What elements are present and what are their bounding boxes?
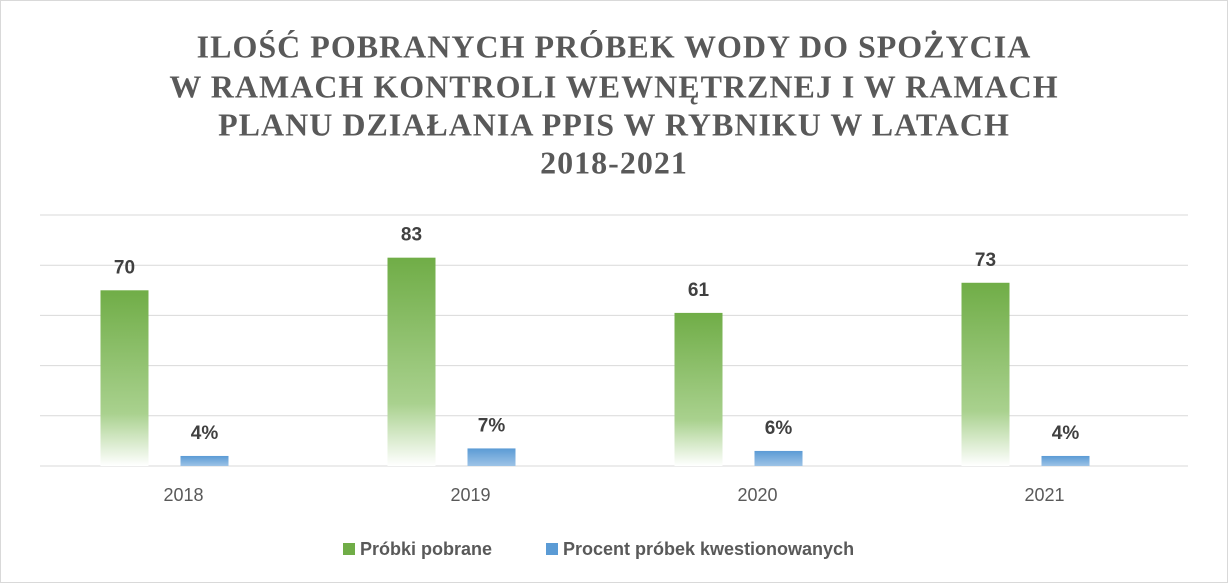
chart-title: PLANU DZIAŁANIA PPIS W RYBNIKU W LATACH [218, 106, 1010, 142]
data-label: 7% [478, 415, 506, 436]
bar [674, 312, 723, 466]
legend-swatch [343, 543, 355, 555]
data-label: 73 [975, 250, 996, 271]
chart-title: W RAMACH KONTROLI WEWNĘTRZNEJ I W RAMACH [169, 68, 1058, 104]
x-tick-label: 2021 [1024, 485, 1064, 505]
bar [1041, 455, 1090, 466]
bar [180, 455, 229, 466]
data-label: 6% [765, 418, 793, 439]
data-label: 61 [688, 280, 710, 301]
x-tick-label: 2019 [450, 485, 490, 505]
bar [387, 257, 436, 466]
x-tick-label: 2018 [163, 485, 203, 505]
chart-title: ILOŚĆ POBRANYCH PRÓBEK WODY DO SPOŻYCIA [197, 28, 1032, 64]
legend-label: Procent próbek kwestionowanych [563, 539, 854, 559]
legend-swatch [546, 543, 558, 555]
chart-title: 2018-2021 [540, 144, 688, 180]
data-label: 83 [401, 225, 422, 246]
legend-label: Próbki pobrane [360, 539, 492, 559]
data-label: 4% [1052, 423, 1080, 444]
bar [754, 450, 803, 466]
bar [467, 448, 516, 466]
bar [100, 290, 149, 466]
bar [961, 282, 1010, 466]
x-tick-label: 2020 [737, 485, 777, 505]
data-label: 4% [191, 423, 219, 444]
data-label: 70 [114, 257, 135, 278]
